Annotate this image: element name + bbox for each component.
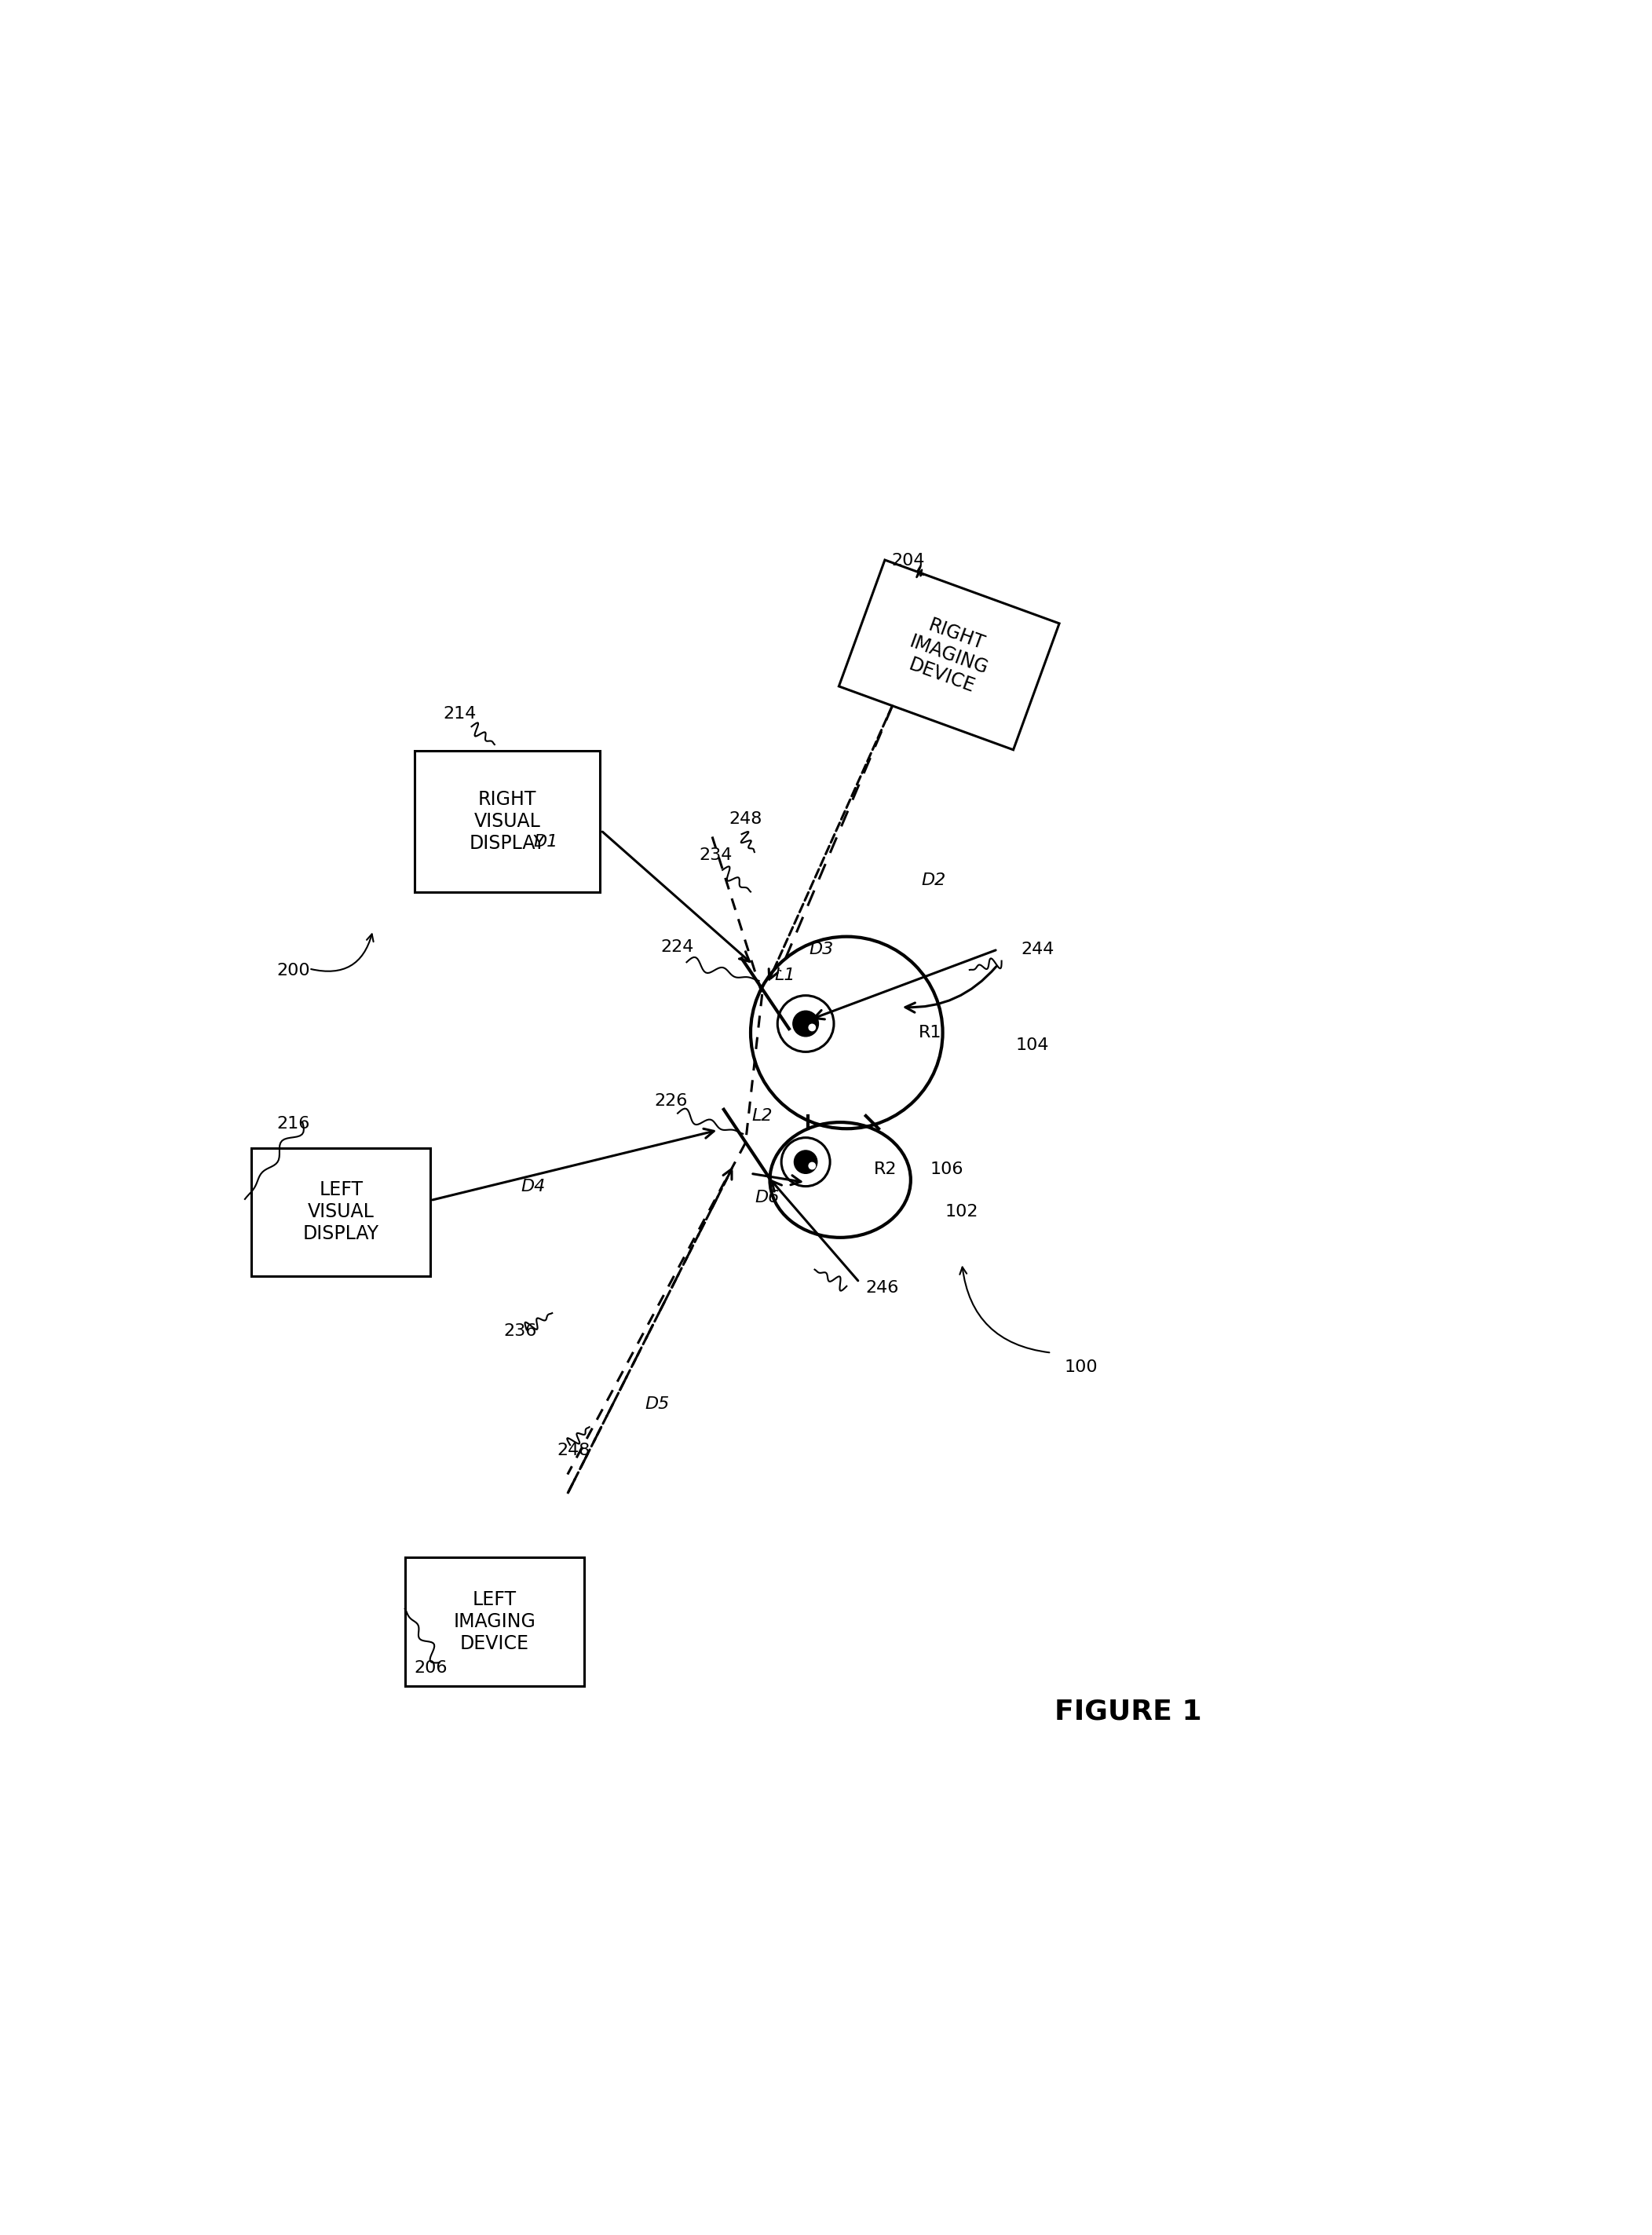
Text: 216: 216 — [278, 1115, 311, 1131]
Circle shape — [793, 1010, 818, 1037]
Text: D3: D3 — [809, 941, 833, 957]
Text: 244: 244 — [1021, 941, 1054, 957]
Text: D5: D5 — [644, 1397, 669, 1413]
Text: L2: L2 — [752, 1109, 773, 1124]
Text: 102: 102 — [945, 1205, 978, 1220]
Text: D1: D1 — [534, 834, 558, 849]
Text: LEFT
IMAGING
DEVICE: LEFT IMAGING DEVICE — [453, 1591, 535, 1654]
FancyBboxPatch shape — [415, 751, 600, 892]
Text: 104: 104 — [1016, 1037, 1049, 1053]
Text: 106: 106 — [930, 1162, 963, 1178]
Text: R2: R2 — [874, 1162, 897, 1178]
Text: 246: 246 — [866, 1281, 899, 1296]
Text: RIGHT
VISUAL
DISPLAY: RIGHT VISUAL DISPLAY — [469, 791, 545, 852]
Text: LEFT
VISUAL
DISPLAY: LEFT VISUAL DISPLAY — [302, 1180, 378, 1243]
Text: 236: 236 — [504, 1323, 537, 1339]
Text: 224: 224 — [661, 939, 694, 954]
Circle shape — [808, 1162, 816, 1169]
FancyBboxPatch shape — [251, 1149, 431, 1276]
Polygon shape — [839, 561, 1059, 749]
Text: 214: 214 — [443, 706, 477, 722]
Text: 226: 226 — [654, 1093, 687, 1109]
Text: 234: 234 — [699, 847, 733, 863]
Text: D4: D4 — [520, 1178, 545, 1193]
Text: L1: L1 — [775, 968, 796, 983]
Text: 200: 200 — [278, 963, 311, 979]
Text: RIGHT
IMAGING
DEVICE: RIGHT IMAGING DEVICE — [900, 612, 998, 697]
Circle shape — [808, 1024, 816, 1030]
Text: 248: 248 — [729, 811, 762, 827]
Text: 204: 204 — [892, 552, 925, 568]
Text: FIGURE 1: FIGURE 1 — [1054, 1699, 1203, 1725]
Text: R1: R1 — [919, 1026, 942, 1042]
Text: 248: 248 — [557, 1442, 590, 1459]
Text: D6: D6 — [755, 1189, 780, 1205]
Text: D2: D2 — [922, 872, 947, 887]
Text: 100: 100 — [1064, 1359, 1099, 1375]
FancyBboxPatch shape — [405, 1558, 585, 1685]
Text: 206: 206 — [415, 1661, 448, 1676]
Circle shape — [795, 1151, 818, 1173]
